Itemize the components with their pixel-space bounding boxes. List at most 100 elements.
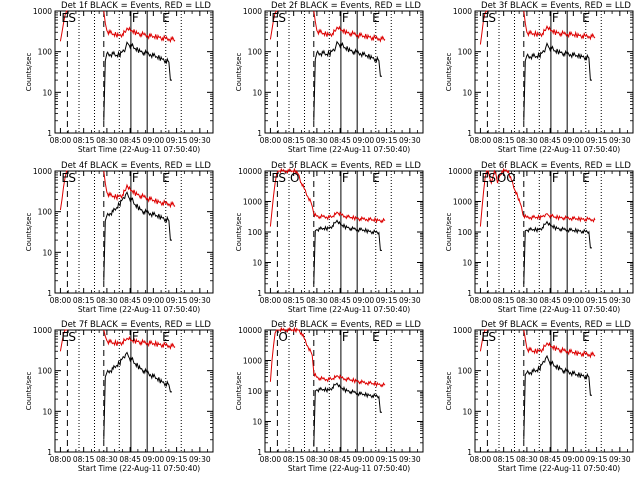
y-axis-label: Counts/sec	[445, 372, 453, 411]
x-tick-label: 09:00	[143, 455, 165, 464]
chart-title: Det 4f BLACK = Events, RED = LLD	[61, 161, 211, 171]
panel-8: Det 8f BLACK = Events, RED = LLD 1 10 100 10…	[235, 320, 424, 473]
y-axis-label: Counts/sec	[445, 213, 453, 252]
lld-series-line	[59, 170, 68, 211]
events-series-line	[523, 354, 592, 440]
events-series-line	[103, 351, 172, 440]
x-tick-label: 08:45	[119, 136, 141, 145]
annotation-letter: E	[61, 330, 69, 344]
y-tick-label: 100	[248, 387, 263, 396]
x-tick-label: 08:00	[470, 136, 492, 145]
y-tick-label: 1	[467, 289, 472, 298]
y-tick-label: 1	[47, 289, 52, 298]
x-tick-label: 08:45	[539, 455, 561, 464]
x-tick-label: 09:15	[166, 296, 188, 305]
y-tick-label: 10	[42, 88, 52, 97]
y-tick-label: 1000	[243, 198, 262, 207]
y-tick-label: 1	[467, 448, 472, 457]
annotation-letter: S	[488, 330, 496, 344]
x-tick-label: 08:30	[516, 136, 538, 145]
x-tick-label: 08:30	[516, 296, 538, 305]
y-tick-label: 10	[42, 407, 52, 416]
y-axis-label: Counts/sec	[25, 213, 33, 252]
annotation-letter: E	[582, 330, 590, 344]
annotation-letter: E	[271, 11, 279, 25]
x-tick-label: 08:00	[470, 296, 492, 305]
x-tick-label: 09:30	[189, 455, 211, 464]
y-tick-label: 10	[462, 259, 472, 268]
annotation-letter: E	[162, 330, 170, 344]
annotation-letter: S	[488, 11, 496, 25]
plot-frame	[474, 10, 634, 134]
annotation-letter: E	[582, 11, 590, 25]
y-axis-label: Counts/sec	[235, 213, 243, 252]
y-tick-label: 1000	[243, 357, 262, 366]
annotation-letter: S	[278, 11, 286, 25]
chart-title: Det 9f BLACK = Events, RED = LLD	[481, 320, 631, 330]
x-axis-label: Start Time (22-Aug-11 07:50:40)	[498, 145, 620, 154]
x-tick-label: 09:30	[399, 455, 421, 464]
panel-5: Det 5f BLACK = Events, RED = LLD 1 10 100 10…	[235, 161, 424, 314]
annotation-letter: O	[497, 171, 506, 185]
y-tick-label: 100	[248, 48, 263, 57]
x-tick-label: 09:00	[563, 455, 585, 464]
annotation-letter: E	[372, 11, 380, 25]
annotation-letter: F	[132, 171, 139, 185]
annotation-letter: S	[68, 11, 76, 25]
y-tick-label: 1000	[33, 167, 52, 176]
x-tick-label: 08:45	[539, 296, 561, 305]
lld-series-line	[59, 329, 68, 352]
annotation-letter: E	[162, 11, 170, 25]
lld-series-line	[269, 167, 386, 227]
annotation-letter: F	[552, 11, 559, 25]
x-tick-label: 08:00	[50, 296, 72, 305]
y-axis-label: Counts/sec	[25, 53, 33, 92]
events-series-line	[103, 41, 172, 121]
plot-frame	[264, 10, 424, 134]
x-tick-label: 09:30	[399, 136, 421, 145]
x-tick-label: 08:45	[119, 296, 141, 305]
panel-9: Det 9f BLACK = Events, RED = LLD 1 10 100 10…	[445, 320, 634, 473]
x-tick-label: 08:15	[73, 296, 95, 305]
panel-1: Det 1f BLACK = Events, RED = LLD 1 10 100 10…	[25, 1, 214, 154]
x-tick-label: 09:00	[353, 296, 375, 305]
x-tick-label: 08:00	[50, 136, 72, 145]
y-tick-label: 10	[42, 248, 52, 257]
chart-title: Det 6f BLACK = Events, RED = LLD	[481, 161, 631, 171]
annotation-letter: E	[372, 330, 380, 344]
x-axis-label: Start Time (22-Aug-11 07:50:40)	[78, 464, 200, 473]
panel-7: Det 7f BLACK = Events, RED = LLD 1 10 100 10…	[25, 320, 214, 473]
x-tick-label: 09:00	[563, 136, 585, 145]
x-axis-label: Start Time (22-Aug-11 07:50:40)	[288, 464, 410, 473]
x-tick-label: 08:15	[73, 136, 95, 145]
y-tick-label: 10000	[448, 167, 472, 176]
x-tick-label: 08:30	[96, 455, 118, 464]
x-tick-label: 09:15	[376, 296, 398, 305]
y-tick-label: 10	[462, 88, 472, 97]
annotation-letter: O	[278, 330, 287, 344]
annotation-letter: E	[162, 171, 170, 185]
y-tick-label: 100	[458, 367, 473, 376]
panel-6: Det 6f BLACK = Events, RED = LLD 1 10 100 10…	[445, 161, 634, 314]
plot-frame	[54, 170, 214, 294]
annotation-letter: S	[68, 330, 76, 344]
x-tick-label: 08:00	[260, 455, 282, 464]
y-tick-label: 10	[252, 259, 262, 268]
lld-series-line	[59, 10, 68, 42]
x-tick-label: 08:15	[283, 136, 305, 145]
lld-series-line	[313, 10, 386, 43]
x-tick-label: 08:30	[306, 455, 328, 464]
lld-series-line	[479, 10, 488, 45]
y-tick-label: 1	[467, 129, 472, 138]
lld-series-line	[103, 170, 176, 209]
y-tick-label: 1000	[33, 7, 52, 16]
y-tick-label: 10000	[238, 326, 262, 335]
x-tick-label: 08:00	[260, 136, 282, 145]
x-tick-label: 08:30	[96, 296, 118, 305]
y-tick-label: 1000	[453, 7, 472, 16]
lld-series-line	[269, 10, 278, 40]
x-tick-label: 09:00	[143, 136, 165, 145]
annotation-letter: E	[481, 171, 489, 185]
lld-series-line	[479, 329, 488, 352]
x-tick-label: 09:00	[563, 296, 585, 305]
